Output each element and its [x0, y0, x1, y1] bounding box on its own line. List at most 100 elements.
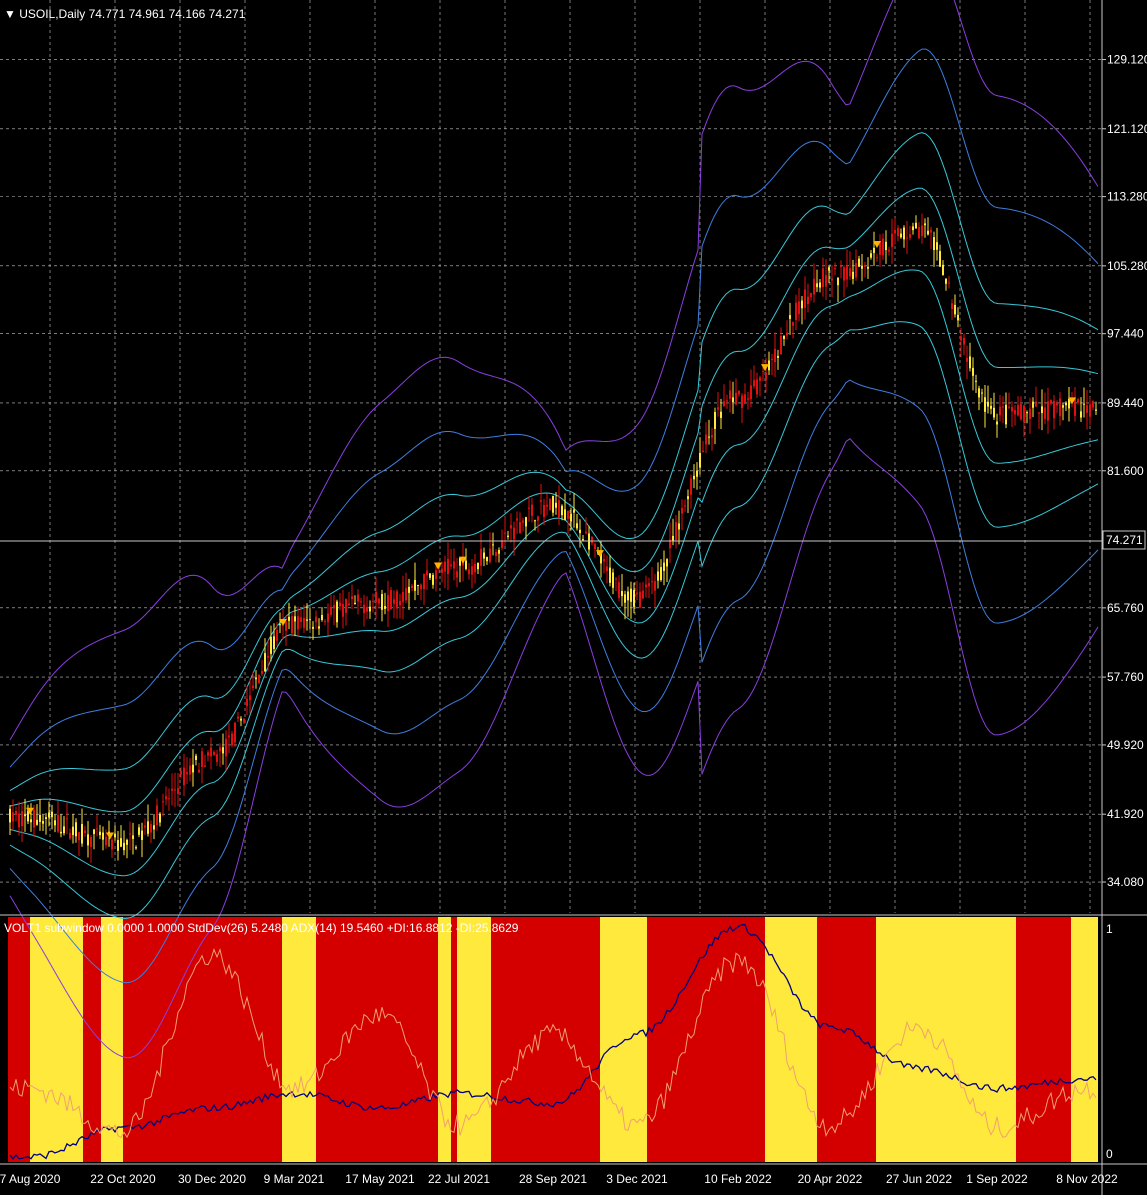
candle-body — [171, 788, 173, 791]
candle-body — [240, 718, 242, 721]
candle-body — [936, 242, 938, 250]
price-tick-label: 34.080 — [1107, 875, 1144, 889]
candle-body — [318, 626, 320, 629]
candle-body — [1083, 403, 1085, 405]
candle-body — [381, 594, 383, 610]
candle-body — [717, 407, 719, 410]
candle-body — [267, 655, 269, 658]
candle-body — [15, 810, 17, 815]
current-price-label: 74.271 — [1106, 533, 1143, 547]
candle-body — [822, 268, 824, 288]
candle-body — [486, 556, 488, 562]
price-tick-label: 57.760 — [1107, 670, 1144, 684]
time-tick-label: 9 Mar 2021 — [264, 1172, 325, 1186]
candle-body — [99, 831, 101, 836]
candle-body — [801, 300, 803, 309]
candle-body — [183, 767, 185, 786]
candle-body — [861, 265, 863, 269]
regime-block — [451, 917, 457, 1162]
signal-arrow — [26, 807, 34, 815]
candle-body — [579, 529, 581, 534]
candle-body — [966, 357, 968, 362]
candle-body — [1065, 402, 1067, 406]
candle-body — [681, 508, 683, 514]
candle-body — [312, 626, 314, 629]
candle-body — [483, 552, 485, 559]
candle-body — [519, 522, 521, 534]
candle-body — [141, 830, 143, 840]
candle-body — [810, 293, 812, 298]
candle-body — [246, 698, 248, 707]
candle-body — [903, 227, 905, 240]
candle-body — [1059, 398, 1061, 417]
candle-body — [576, 523, 578, 529]
candle-body — [807, 296, 809, 305]
candle-body — [1020, 404, 1022, 420]
time-tick-label: 1 Sep 2022 — [966, 1172, 1028, 1186]
candle-body — [648, 583, 650, 587]
candle-body — [744, 394, 746, 404]
candle-body — [621, 591, 623, 597]
current-price-box — [1102, 530, 1146, 550]
price-tick-label: 105.280 — [1107, 259, 1147, 273]
candle-body — [210, 747, 212, 757]
candle-body — [1089, 404, 1091, 417]
candle-body — [249, 695, 251, 701]
candle-body — [315, 616, 317, 623]
candle-body — [840, 265, 842, 268]
candle-body — [93, 829, 95, 834]
candle-body — [1092, 400, 1094, 408]
candle-body — [321, 615, 323, 620]
candle-body — [471, 566, 473, 575]
time-tick-label: 30 Dec 2020 — [178, 1172, 246, 1186]
candle-body — [360, 601, 362, 603]
candle-body — [1077, 399, 1079, 403]
candle-body — [78, 832, 80, 841]
candle-body — [153, 825, 155, 830]
candle-body — [528, 507, 530, 509]
regime-block — [316, 917, 438, 1162]
candle-body — [867, 266, 869, 269]
candle-body — [999, 406, 1001, 416]
candle-body — [795, 302, 797, 321]
candle-body — [111, 839, 113, 850]
price-tick-label: 97.440 — [1107, 327, 1144, 341]
candle-body — [309, 619, 311, 621]
candle-body — [423, 573, 425, 590]
candle-body — [804, 289, 806, 308]
candle-body — [507, 535, 509, 538]
candle-body — [687, 496, 689, 500]
candle-body — [546, 504, 548, 507]
candle-body — [675, 522, 677, 540]
candle-body — [852, 271, 854, 279]
candle-body — [1095, 409, 1097, 411]
candle-body — [765, 372, 767, 381]
candle-body — [1011, 407, 1013, 412]
candle-body — [789, 315, 791, 319]
candle-body — [456, 571, 458, 578]
candle-body — [1023, 405, 1025, 423]
candle-body — [165, 796, 167, 800]
candle-body — [759, 377, 761, 381]
candle-body — [645, 584, 647, 588]
candle-body — [384, 606, 386, 609]
candle-body — [1068, 398, 1070, 409]
candle-body — [816, 283, 818, 288]
candle-body — [906, 237, 908, 239]
candle-body — [780, 335, 782, 354]
regime-block — [817, 917, 876, 1162]
symbol-header: ▼ USOIL,Daily 74.771 74.961 74.166 74.27… — [4, 7, 246, 21]
candle-body — [420, 584, 422, 590]
candle-body — [144, 825, 146, 828]
price-tick-label: 121.120 — [1107, 122, 1147, 136]
candle-body — [60, 831, 62, 834]
candle-body — [1074, 397, 1076, 416]
candle-body — [762, 370, 764, 372]
candle-body — [888, 249, 890, 252]
candle-body — [375, 591, 377, 603]
regime-block — [83, 917, 101, 1162]
candle-body — [504, 532, 506, 534]
candle-body — [957, 314, 959, 321]
candle-body — [624, 594, 626, 603]
